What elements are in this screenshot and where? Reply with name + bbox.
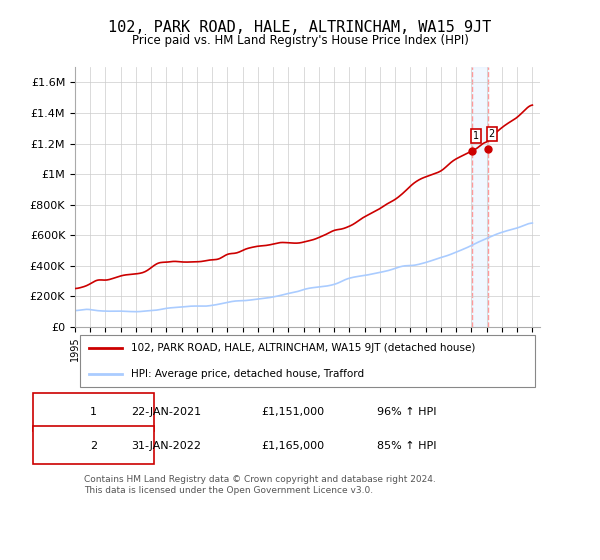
Text: 102, PARK ROAD, HALE, ALTRINCHAM, WA15 9JT (detached house): 102, PARK ROAD, HALE, ALTRINCHAM, WA15 9…: [131, 343, 475, 353]
FancyBboxPatch shape: [33, 393, 154, 431]
Text: 85% ↑ HPI: 85% ↑ HPI: [377, 441, 437, 451]
Text: 1: 1: [473, 131, 479, 141]
Text: 102, PARK ROAD, HALE, ALTRINCHAM, WA15 9JT: 102, PARK ROAD, HALE, ALTRINCHAM, WA15 9…: [109, 20, 491, 35]
FancyBboxPatch shape: [80, 335, 535, 387]
FancyBboxPatch shape: [33, 426, 154, 464]
Text: 1: 1: [90, 407, 97, 417]
Text: 22-JAN-2021: 22-JAN-2021: [131, 407, 201, 417]
Text: Price paid vs. HM Land Registry's House Price Index (HPI): Price paid vs. HM Land Registry's House …: [131, 34, 469, 46]
Text: 2: 2: [488, 129, 495, 139]
Text: £1,165,000: £1,165,000: [261, 441, 324, 451]
Text: Contains HM Land Registry data © Crown copyright and database right 2024.
This d: Contains HM Land Registry data © Crown c…: [84, 475, 436, 494]
Text: £1,151,000: £1,151,000: [261, 407, 324, 417]
Bar: [472, 67, 488, 327]
Text: 96% ↑ HPI: 96% ↑ HPI: [377, 407, 437, 417]
Text: 2: 2: [90, 441, 97, 451]
Text: HPI: Average price, detached house, Trafford: HPI: Average price, detached house, Traf…: [131, 369, 364, 379]
Text: 31-JAN-2022: 31-JAN-2022: [131, 441, 201, 451]
